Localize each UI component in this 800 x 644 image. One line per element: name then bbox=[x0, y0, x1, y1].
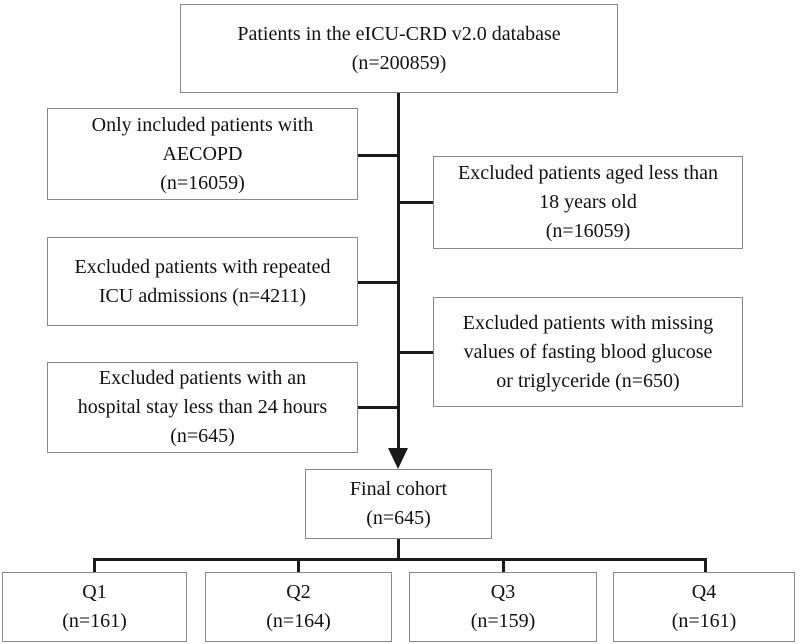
connector-q1-drop bbox=[93, 558, 96, 572]
connector-q4-drop bbox=[704, 558, 707, 572]
connector-center-vertical bbox=[397, 93, 400, 449]
connector-left2-stub bbox=[358, 281, 398, 284]
node-quartile-q1: Q1 (n=161) bbox=[2, 572, 187, 642]
arrow-down-icon bbox=[388, 448, 408, 469]
node-quartile-q4: Q4 (n=161) bbox=[613, 572, 795, 642]
connector-final-drop bbox=[397, 539, 400, 560]
node-excluded-age: Excluded patients aged less than 18 year… bbox=[433, 156, 743, 249]
connector-right1-stub bbox=[399, 201, 433, 204]
connector-left3-stub bbox=[358, 406, 398, 409]
node-excluded-short-stay: Excluded patients with an hospital stay … bbox=[47, 362, 358, 453]
node-excluded-repeated-icu: Excluded patients with repeated ICU admi… bbox=[47, 237, 358, 326]
connector-distribution-horizontal bbox=[93, 558, 707, 561]
node-database-population: Patients in the eICU-CRD v2.0 database (… bbox=[180, 4, 618, 93]
node-quartile-q3: Q3 (n=159) bbox=[409, 572, 597, 642]
node-included-aecopd: Only included patients with AECOPD (n=16… bbox=[47, 108, 358, 200]
node-excluded-missing-values: Excluded patients with missing values of… bbox=[433, 297, 743, 407]
connector-left1-stub bbox=[358, 154, 398, 157]
connector-q2-drop bbox=[297, 558, 300, 572]
connector-right2-stub bbox=[399, 351, 433, 354]
node-quartile-q2: Q2 (n=164) bbox=[205, 572, 392, 642]
node-final-cohort: Final cohort (n=645) bbox=[305, 469, 492, 539]
connector-q3-drop bbox=[502, 558, 505, 572]
